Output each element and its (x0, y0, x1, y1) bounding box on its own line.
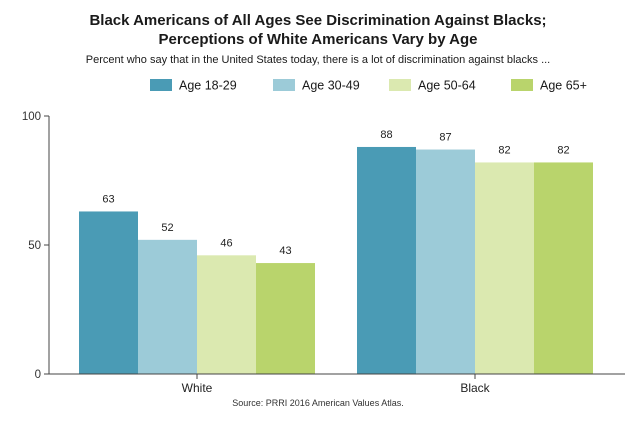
chart-subtitle: Percent who say that in the United State… (86, 54, 550, 66)
data-labels-group: 63 52 46 43 88 87 82 82 (102, 129, 569, 257)
x-axis: White Black (49, 373, 625, 395)
legend-label-age-65plus: Age 65+ (540, 79, 587, 93)
x-tick-label-white: White (182, 381, 213, 395)
data-label-black-age-30-49: 87 (439, 132, 451, 144)
legend: Age 18-29 Age 30-49 Age 50-64 Age 65+ (150, 79, 587, 93)
y-tick-label-50: 50 (28, 240, 41, 252)
bar-white-age-65plus (256, 263, 315, 374)
data-label-white-age-50-64: 46 (220, 237, 232, 249)
data-label-white-age-18-29: 63 (102, 193, 114, 205)
legend-label-age-30-49: Age 30-49 (302, 79, 360, 93)
legend-label-age-18-29: Age 18-29 (179, 79, 237, 93)
source-note: Source: PRRI 2016 American Values Atlas. (232, 398, 403, 408)
data-label-white-age-65plus: 43 (279, 245, 291, 257)
legend-label-age-50-64: Age 50-64 (418, 79, 476, 93)
bar-white-age-50-64 (197, 255, 256, 374)
chart-title: Black Americans of All Ages See Discrimi… (89, 12, 546, 29)
data-label-black-age-18-29: 88 (380, 129, 392, 141)
legend-swatch-age-65plus (511, 79, 533, 91)
data-label-black-age-65plus: 82 (557, 144, 569, 156)
bar-black-age-65plus (534, 162, 593, 374)
bars-group (79, 146, 593, 374)
x-tick-label-black: Black (460, 381, 490, 395)
bar-white-age-18-29 (79, 211, 138, 374)
legend-swatch-age-30-49 (273, 79, 295, 91)
legend-swatch-age-18-29 (150, 79, 172, 91)
bar-black-age-50-64 (475, 162, 534, 374)
bar-black-age-30-49 (416, 149, 475, 374)
chart-title-line2: Perceptions of White Americans Vary by A… (159, 31, 478, 48)
bar-white-age-30-49 (138, 239, 197, 374)
bar-black-age-18-29 (357, 146, 416, 374)
data-label-white-age-30-49: 52 (161, 222, 173, 234)
y-tick-label-0: 0 (35, 369, 41, 381)
data-label-black-age-50-64: 82 (498, 144, 510, 156)
y-tick-label-100: 100 (22, 111, 41, 123)
legend-swatch-age-50-64 (389, 79, 411, 91)
y-axis: 0 50 100 (22, 111, 50, 381)
